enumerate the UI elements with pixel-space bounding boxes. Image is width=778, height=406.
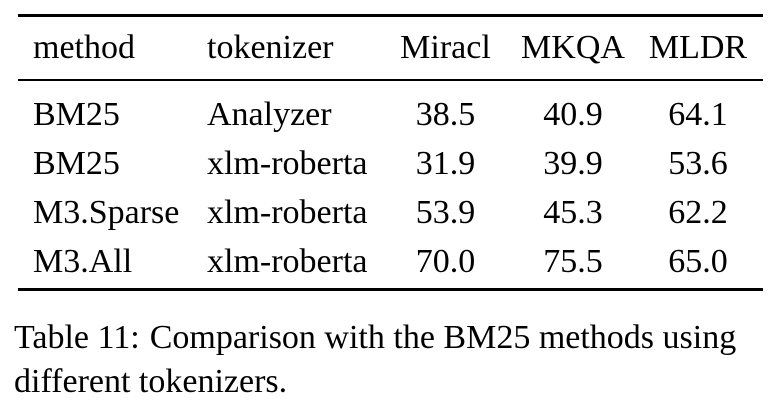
table-top-rule	[18, 14, 763, 17]
table-cell-mkqa: 75.5	[543, 242, 603, 280]
column-header-method: method	[33, 29, 135, 66]
table-header-row: method tokenizer Miracl MKQA MLDR	[18, 17, 763, 79]
table-body: BM25 Analyzer 38.5 40.9 64.1 BM25 xlm-roberta 3…	[18, 81, 763, 288]
table-cell-mkqa: 40.9	[543, 95, 603, 133]
table-cell-miracl: 70.0	[415, 242, 476, 280]
table-mid-rule	[18, 79, 763, 81]
table-cell-miracl: 38.5	[415, 95, 476, 133]
table-cell-tokenizer: Analyzer	[207, 95, 332, 133]
table-cell-method: BM25	[33, 144, 120, 182]
table-cell-method: M3.Sparse	[33, 193, 180, 231]
column-header-mldr: MLDR	[648, 29, 748, 66]
caption-label: Table 11:	[14, 319, 140, 356]
column-header-miracl: Miracl	[400, 29, 491, 66]
table-cell-mldr: 62.2	[668, 193, 728, 231]
table-bottom-rule	[18, 288, 763, 291]
table-cell-tokenizer: xlm-roberta	[207, 242, 368, 280]
table-row: M3.All xlm-roberta 70.0 75.5 65.0	[18, 237, 763, 286]
table-cell-mkqa: 45.3	[543, 193, 603, 231]
table-cell-miracl: 53.9	[415, 193, 476, 231]
table-row: BM25 xlm-roberta 31.9 39.9 53.6	[18, 139, 763, 188]
table-cell-mkqa: 39.9	[543, 144, 603, 182]
table-cell-method: M3.All	[33, 242, 133, 280]
table-cell-tokenizer: xlm-roberta	[207, 193, 368, 231]
table-caption: Table 11: Comparison with the BM25 method…	[14, 316, 768, 404]
column-header-tokenizer: tokenizer	[207, 29, 334, 66]
table-cell-mldr: 64.1	[668, 95, 728, 133]
table-row: M3.Sparse xlm-roberta 53.9 45.3 62.2	[18, 188, 763, 237]
table-cell-mldr: 53.6	[668, 144, 728, 182]
results-table: method tokenizer Miracl MKQA MLDR BM25 Analyz…	[18, 14, 763, 291]
table-cell-tokenizer: xlm-roberta	[207, 144, 368, 182]
column-header-mkqa: MKQA	[521, 29, 625, 66]
table-cell-mldr: 65.0	[668, 242, 728, 280]
caption-text: Comparison with the BM25 methods using d…	[14, 319, 737, 400]
table-cell-method: BM25	[33, 95, 120, 133]
table-cell-miracl: 31.9	[415, 144, 476, 182]
table-row: BM25 Analyzer 38.5 40.9 64.1	[18, 90, 763, 139]
